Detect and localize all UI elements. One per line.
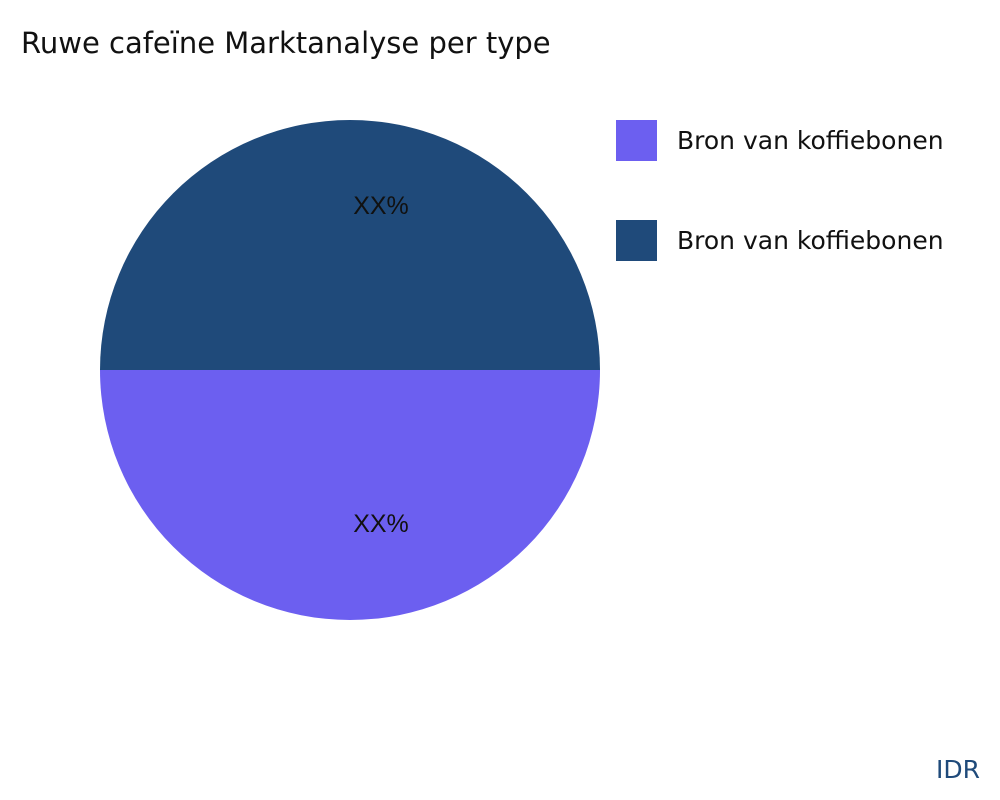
legend-item-2[interactable]: Bron van koffiebonen [616,220,944,261]
pie-slice-1[interactable] [100,370,600,620]
legend-swatch-1 [616,120,657,161]
legend-item-1[interactable]: Bron van koffiebonen [616,120,944,161]
pie-slice-2[interactable] [100,120,600,370]
slice-label-2: XX% [353,192,409,220]
slice-label-1: XX% [353,510,409,538]
legend-label-1: Bron van koffiebonen [677,126,944,155]
legend-swatch-2 [616,220,657,261]
chart-title: Ruwe cafeïne Marktanalyse per type [21,26,551,60]
brand-logo-text: IDR [936,755,980,784]
legend-label-2: Bron van koffiebonen [677,226,944,255]
